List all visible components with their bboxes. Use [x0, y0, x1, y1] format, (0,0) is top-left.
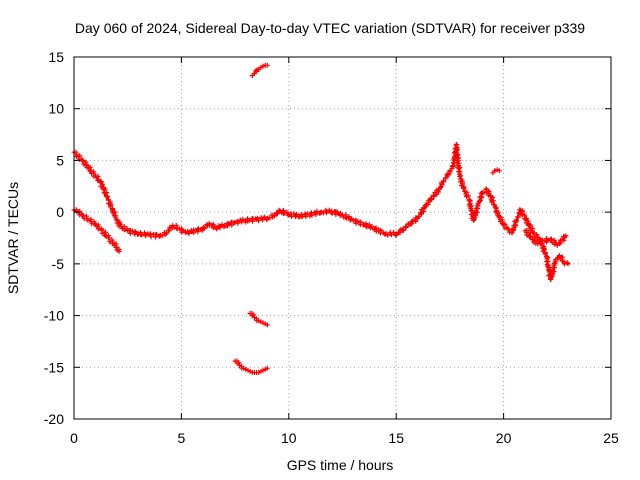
y-tick-label: -10 [44, 308, 64, 324]
y-tick-label: 15 [48, 49, 64, 65]
y-tick-label: -20 [44, 411, 64, 427]
series-markers [522, 228, 569, 248]
series-markers [490, 167, 502, 176]
tick-layer: 0 5 10 15 20 25 -20 -15 -10 -5 0 5 10 15 [44, 49, 619, 446]
x-tick-label: 10 [281, 430, 297, 446]
plot-frame [73, 56, 612, 420]
series-markers [232, 358, 270, 375]
x-tick-label: 15 [388, 430, 404, 446]
series-arc-near-minus-10 [247, 311, 270, 328]
series-markers [249, 62, 270, 79]
x-tick-label: 5 [178, 430, 186, 446]
y-tick-label: -5 [52, 256, 65, 272]
grid-layer [74, 57, 611, 419]
x-tick-label: 25 [603, 430, 619, 446]
x-tick-label: 0 [70, 430, 78, 446]
chart-title: Day 060 of 2024, Sidereal Day-to-day VTE… [75, 20, 585, 36]
x-tick-label: 20 [496, 430, 512, 446]
series-arc-near-minus-15 [232, 358, 270, 375]
y-tick-label: -15 [44, 359, 64, 375]
y-tick-label: 10 [48, 101, 64, 117]
series-late-scatter [522, 228, 569, 248]
y-axis-label: SDTVAR / TECUs [5, 182, 21, 294]
x-axis-label: GPS time / hours [287, 457, 394, 473]
series-late-upper-blip [490, 167, 502, 176]
series-arc-near-14 [249, 62, 270, 79]
series-markers [247, 311, 270, 328]
y-tick-label: 5 [56, 152, 64, 168]
y-tick-label: 0 [56, 204, 64, 220]
data-layer [71, 62, 571, 375]
